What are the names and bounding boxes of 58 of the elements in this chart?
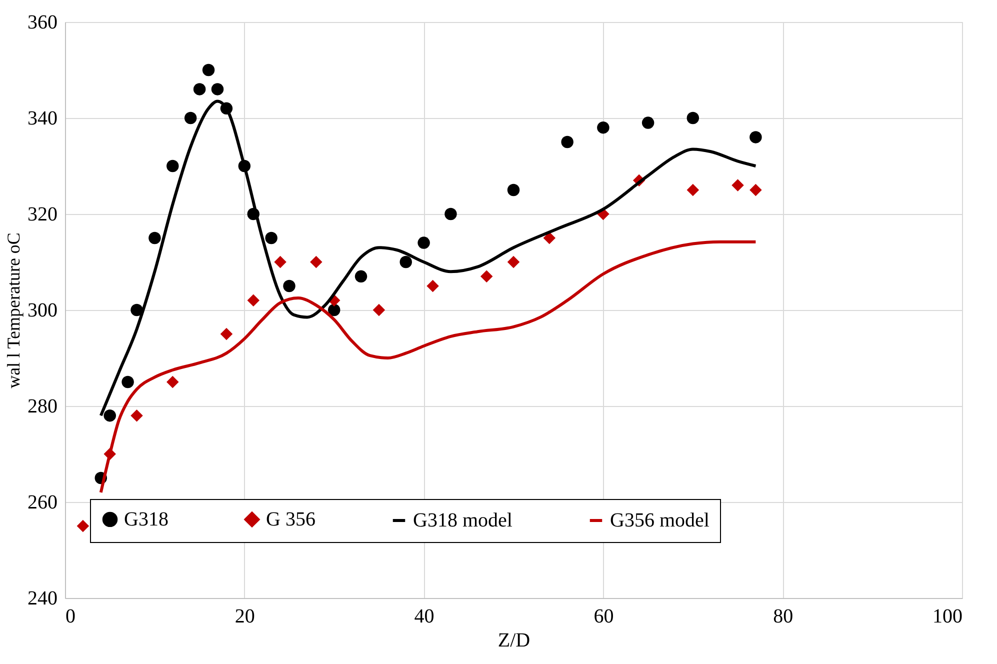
x-tick-label: 0 [66, 606, 76, 628]
point [202, 64, 215, 76]
point [507, 184, 520, 196]
point [283, 280, 296, 292]
x-axis-title: Z/D [498, 630, 530, 652]
legend-label: G356 model [610, 510, 710, 532]
point [507, 256, 520, 268]
point [750, 131, 762, 144]
x-tick-label: 60 [594, 606, 614, 628]
x-tick-label: 40 [414, 606, 434, 628]
point [310, 256, 322, 268]
point [328, 304, 340, 316]
point [642, 116, 654, 129]
point [561, 136, 574, 148]
legend-label: G318 model [413, 510, 513, 532]
point [597, 121, 610, 134]
point [220, 328, 233, 340]
point [265, 232, 278, 244]
point [732, 179, 744, 192]
y-tick-label: 300 [28, 300, 58, 322]
point [130, 304, 143, 316]
point [750, 184, 762, 196]
y-tick-label: 260 [28, 492, 58, 514]
point [122, 376, 134, 388]
point [184, 112, 197, 124]
x-tick-label: 20 [234, 606, 255, 628]
x-tick-label: 100 [932, 606, 962, 628]
point [166, 160, 179, 172]
line-series [99, 100, 758, 418]
x-tick-label: 80 [773, 606, 794, 628]
point [418, 236, 430, 249]
point [193, 83, 206, 96]
point [247, 294, 260, 307]
point [274, 256, 286, 268]
point [76, 520, 90, 532]
y-tick-label: 360 [28, 12, 58, 34]
point [480, 270, 493, 283]
y-axis-title: wal l Temperature oC [4, 232, 24, 388]
point [104, 409, 116, 422]
point [426, 280, 439, 292]
point [686, 184, 700, 196]
y-tick-label: 320 [28, 204, 58, 226]
y-tick-label: 340 [28, 108, 58, 130]
legend-label: G 356 [266, 508, 316, 530]
legend-label: G318 [124, 508, 168, 530]
point [400, 256, 412, 268]
point [148, 232, 161, 244]
point [444, 208, 457, 220]
point [211, 83, 224, 96]
y-tick-label: 280 [28, 396, 58, 418]
point [372, 304, 386, 316]
line-series [99, 240, 758, 494]
point [130, 409, 143, 422]
y-tick-label: 240 [28, 588, 58, 610]
point [166, 376, 179, 388]
point [354, 270, 368, 283]
point [543, 232, 556, 244]
point [686, 112, 700, 124]
